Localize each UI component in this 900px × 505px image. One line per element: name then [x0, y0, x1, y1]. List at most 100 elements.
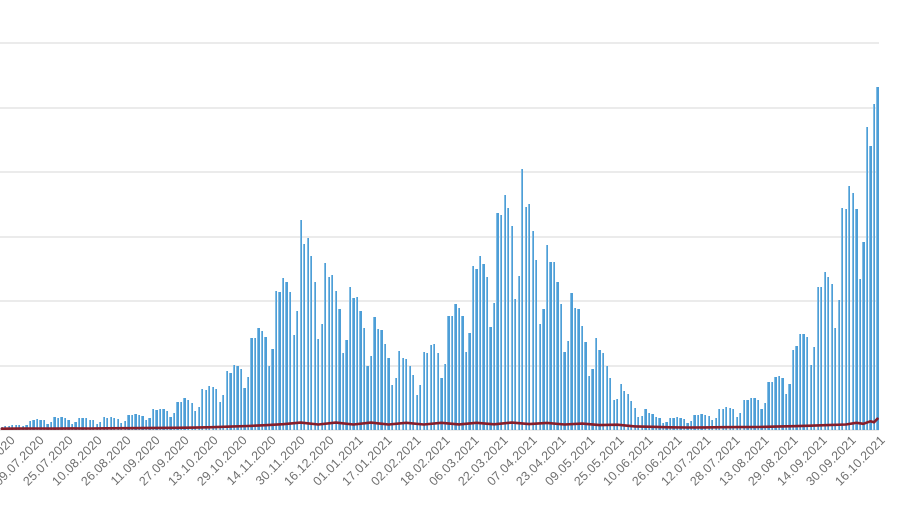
bar [292, 335, 295, 430]
bar [563, 352, 566, 430]
bar [204, 390, 207, 430]
bar [573, 308, 577, 430]
bar [225, 371, 228, 430]
bar [239, 369, 243, 430]
bar [813, 346, 816, 430]
bar [243, 388, 246, 430]
bar [503, 194, 506, 430]
bar [535, 260, 538, 430]
bar [788, 383, 791, 430]
gridline [0, 106, 879, 109]
gridline [0, 235, 879, 238]
bar [271, 348, 274, 430]
bar [436, 353, 439, 430]
bar [352, 298, 355, 430]
bar [338, 308, 341, 430]
bar [862, 241, 865, 430]
gridline [0, 171, 879, 173]
bar [521, 168, 524, 430]
bar [587, 375, 591, 430]
bar [281, 278, 285, 430]
bar [232, 364, 236, 430]
bar [394, 378, 397, 430]
bar [341, 352, 345, 430]
bar [507, 207, 510, 430]
bar [433, 344, 436, 430]
bar [855, 208, 858, 430]
bar [229, 372, 232, 430]
bar [531, 230, 534, 430]
bar [345, 339, 348, 430]
bar [218, 402, 221, 430]
bar [450, 315, 454, 430]
bar [858, 279, 862, 430]
bar [767, 382, 770, 430]
bar [570, 293, 573, 430]
bar [742, 400, 745, 430]
bar [366, 365, 369, 430]
bar [795, 346, 798, 430]
bar [362, 328, 366, 430]
bar [489, 326, 492, 430]
bar [222, 395, 225, 430]
bar [187, 399, 190, 430]
bar [848, 186, 851, 430]
bar [443, 363, 447, 430]
gridline [0, 300, 879, 302]
bar [820, 286, 823, 430]
bar [602, 353, 605, 430]
bar [257, 328, 260, 430]
bar [841, 207, 844, 430]
bar [482, 263, 485, 430]
bar [485, 277, 489, 430]
bar [791, 350, 795, 430]
bar [310, 255, 313, 430]
bar [387, 357, 390, 430]
bar [777, 375, 781, 430]
bar [183, 398, 186, 430]
bar [510, 226, 513, 430]
bar [605, 366, 608, 430]
bar [542, 309, 545, 430]
bar [619, 384, 622, 430]
bar [327, 276, 330, 430]
bar [566, 341, 570, 430]
bar [823, 272, 826, 430]
bar [461, 315, 464, 430]
bar [215, 389, 218, 430]
bar [313, 282, 316, 430]
bar [211, 386, 214, 430]
bar [805, 337, 809, 430]
bar [770, 381, 774, 430]
bar [422, 352, 425, 430]
bar [594, 338, 598, 430]
bar [623, 391, 626, 430]
bar [746, 400, 749, 430]
bar [528, 204, 531, 430]
bar [324, 262, 327, 430]
bar [303, 243, 306, 430]
bar [816, 286, 819, 430]
bar [552, 262, 556, 430]
bar [616, 399, 619, 430]
bar [299, 220, 302, 430]
bar [471, 266, 475, 430]
bar [749, 397, 753, 430]
bar [306, 238, 309, 430]
bar [288, 292, 292, 430]
bar [514, 299, 517, 430]
bar [844, 208, 847, 430]
bar [454, 304, 457, 430]
bar [609, 378, 612, 430]
bar [827, 276, 830, 430]
bar [612, 400, 615, 430]
bar [496, 213, 499, 430]
bar [872, 104, 876, 430]
bar [763, 402, 767, 430]
bar [538, 324, 541, 430]
bar [179, 402, 183, 430]
bar [798, 333, 802, 430]
bar [408, 366, 411, 430]
